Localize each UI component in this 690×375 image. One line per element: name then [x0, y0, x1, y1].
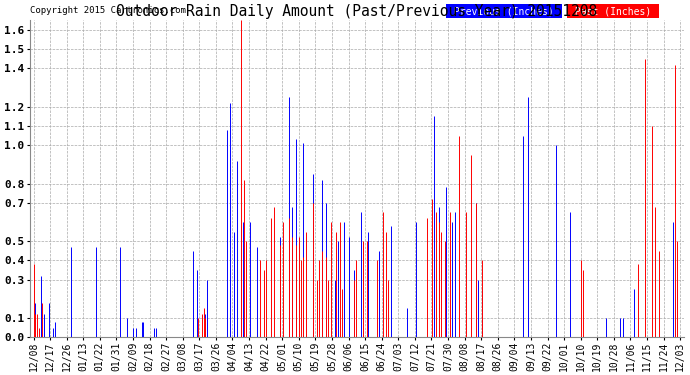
Title: Outdoor Rain Daily Amount (Past/Previous Year) 20151208: Outdoor Rain Daily Amount (Past/Previous… — [116, 4, 598, 19]
Text: Copyright 2015 Cartronics.com: Copyright 2015 Cartronics.com — [30, 6, 186, 15]
Text: Past (Inches): Past (Inches) — [569, 6, 658, 16]
Text: Previous (Inches): Previous (Inches) — [448, 6, 560, 16]
